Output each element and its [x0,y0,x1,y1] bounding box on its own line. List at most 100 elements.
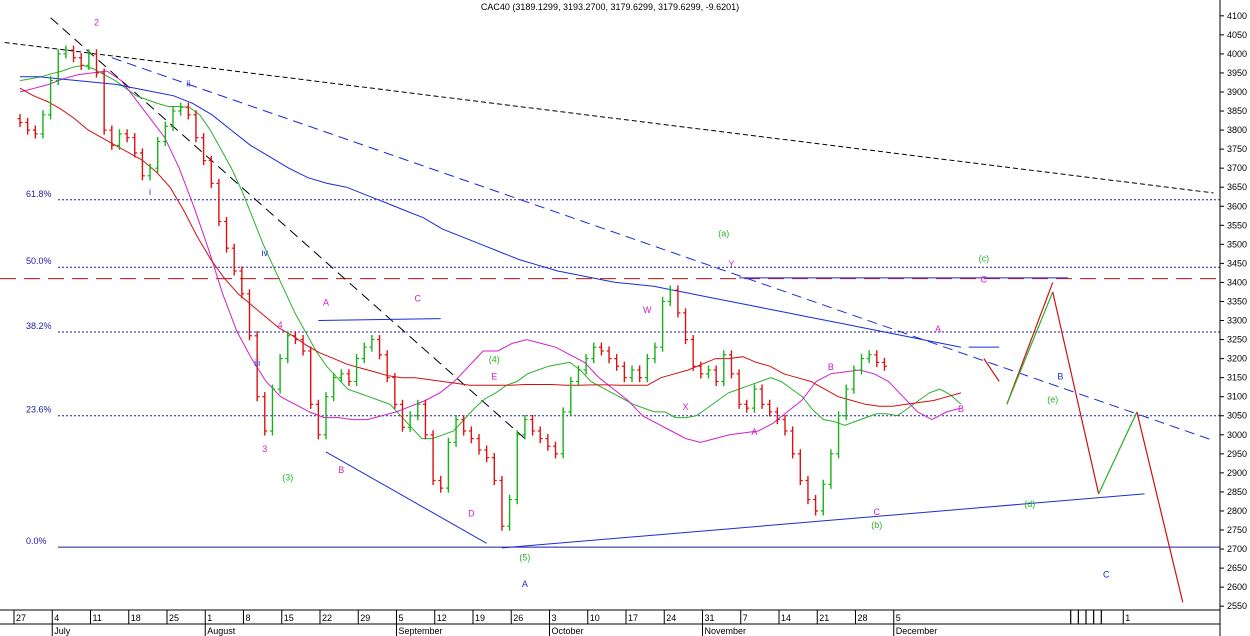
wave-label: B [338,465,344,475]
month-label: August [207,626,236,636]
indicator-ma-red [19,87,962,407]
y-tick-label: 2850 [1227,487,1247,497]
x-tick-label: 27 [16,613,26,623]
trendline-long-downtrend [4,41,1214,194]
y-tick-label: 3750 [1227,144,1247,154]
wave-label: W [643,305,652,315]
wave-label: A [751,427,757,437]
wave-label: (e) [1047,394,1058,404]
x-tick-label: 12 [437,613,447,623]
trendline-lower-support [501,493,1145,549]
y-tick-label: 3900 [1227,87,1247,97]
wave-label: (4) [489,354,500,364]
wave-label: iv [262,248,269,258]
y-tick-label: 3050 [1227,411,1247,421]
x-tick-label: 17 [628,613,638,623]
projection-line [1136,411,1184,603]
wave-label: 4 [278,320,283,330]
fib-label: 0.0% [26,536,47,546]
y-tick-label: 2750 [1227,525,1247,535]
wave-label: C [415,293,422,303]
y-tick-label: 3450 [1227,258,1247,268]
indicator-ma-green [19,64,962,440]
projections [983,282,1184,603]
x-tick-label: 5 [896,613,901,623]
wave-labels: 2iiiiv4iii3(3)ABC(4)ED(5)AWX(a)YABC(b)AB… [94,17,1110,589]
wave-label: E [491,372,497,382]
projection-line [1006,291,1054,405]
indicator-ma-blue [20,76,962,348]
x-tick-label: 14 [781,613,791,623]
x-axis: 27 4 11 18 25 1 8 15 22 29 5 12 19 26 3 10 17 24 31 7 14 21 28… [0,609,1220,636]
trendline-blue-downtrend [111,57,1214,441]
y-tick-label: 3950 [1227,68,1247,78]
x-tick-label: 10 [590,613,600,623]
wave-label: (5) [519,552,530,562]
x-tick-label: 22 [322,613,332,623]
wave-label: B [828,362,834,372]
x-tick-label: 1 [1125,613,1130,623]
x-tick-label: 5 [399,613,404,623]
month-label: November [705,626,747,636]
wave-label: ii [186,78,190,88]
y-tick-label: 2650 [1227,563,1247,573]
x-tick-label: 26 [513,613,523,623]
month-label: December [896,626,938,636]
wave-label: C [1103,570,1110,580]
wave-label: C [981,274,988,284]
wave-label: B [1057,372,1063,382]
y-tick-label: 3700 [1227,163,1247,173]
indicator-ma-magenta [19,70,962,443]
wave-label: i [149,187,151,197]
wave-label: iii [254,358,260,368]
wave-label: A [935,324,941,334]
x-tick-label: 29 [360,613,370,623]
x-tick-label: 25 [169,613,179,623]
wave-label: (3) [282,472,293,482]
wave-label: C [874,507,881,517]
projection-line [1006,282,1054,405]
x-tick-label: 8 [246,613,251,623]
trendline-channel-low [325,451,487,544]
fib-label: 23.6% [26,405,52,415]
y-tick-label: 2900 [1227,468,1247,478]
y-tick-label: 3550 [1227,220,1247,230]
projection-line [1098,411,1138,495]
y-tick-label: 4100 [1227,11,1247,21]
x-tick-label: 1 [207,613,212,623]
wave-label: D [468,509,475,519]
x-tick-label: 7 [743,613,748,623]
moving-averages [19,64,962,443]
wave-label: X [683,402,689,412]
x-tick-label: 3 [552,613,557,623]
y-tick-label: 3500 [1227,239,1247,249]
wave-label: 2 [94,17,99,27]
x-tick-label: 18 [131,613,141,623]
month-label: October [552,626,584,636]
fib-label: 61.8% [26,189,52,199]
wave-label: 3 [262,444,267,454]
y-tick-label: 2950 [1227,449,1247,459]
trendlines [4,17,1214,549]
month-label: September [399,626,443,636]
wave-label: A [522,579,528,589]
wave-label: (d) [1024,499,1035,509]
price-bars [17,45,887,531]
trendline-black-channel [50,17,526,439]
wave-label: (a) [718,229,729,239]
wave-label: A [323,297,329,307]
x-tick-label: 11 [93,613,102,623]
x-tick-label: 24 [666,613,676,623]
y-tick-label: 3800 [1227,125,1247,135]
x-tick-label: 28 [858,613,868,623]
projection-line [1052,291,1100,494]
fib-label: 50.0% [26,256,52,266]
y-tick-label: 3250 [1227,335,1247,345]
y-tick-label: 3600 [1227,201,1247,211]
x-tick-label: 19 [475,613,485,623]
y-tick-label: 3850 [1227,106,1247,116]
month-label: July [54,626,71,636]
